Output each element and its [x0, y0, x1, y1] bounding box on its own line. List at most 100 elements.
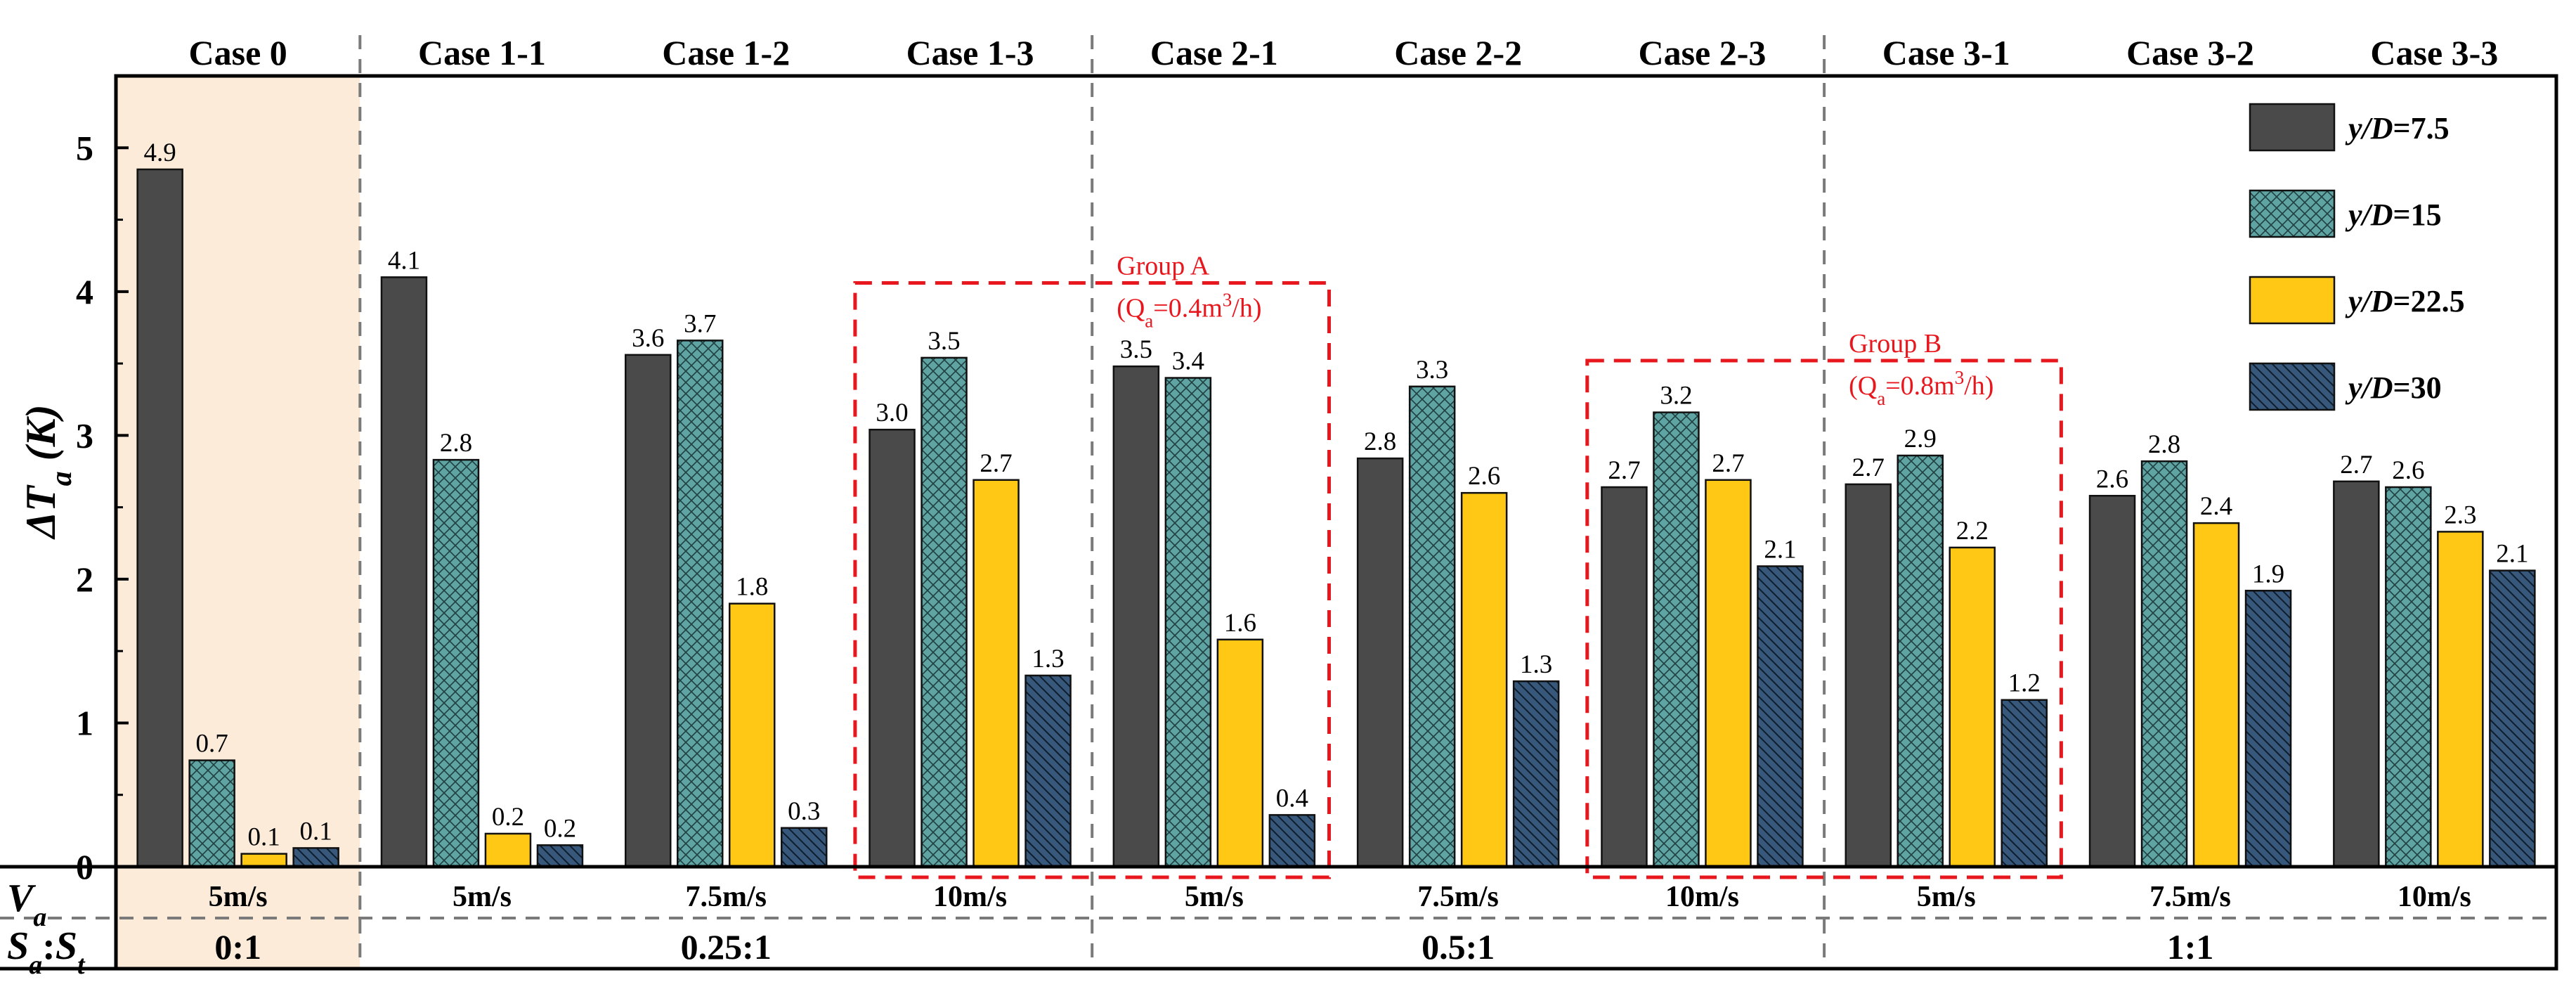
- bar-4-4: [1024, 674, 1072, 868]
- case-label: Case 3-2: [2126, 33, 2254, 72]
- case-label: Case 3-1: [1882, 33, 2010, 72]
- data-label: 1.2: [2008, 669, 2041, 698]
- bar-9-1: [2088, 495, 2136, 868]
- data-label: 0.1: [300, 817, 332, 846]
- data-label: 3.7: [684, 309, 716, 338]
- bar-9-2: [2140, 460, 2188, 868]
- legend-label: y/D=22.5: [2345, 284, 2465, 318]
- data-label: 2.4: [2200, 492, 2232, 521]
- data-label: 2.6: [2096, 465, 2128, 493]
- bar-7-2: [1653, 411, 1700, 868]
- va-value: 7.5m/s: [2149, 881, 2231, 913]
- bar-3-3: [729, 602, 776, 868]
- bar-10-3: [2437, 531, 2484, 868]
- case-label: Case 2-1: [1150, 33, 1278, 72]
- bar-4-3: [972, 479, 1020, 868]
- data-label: 4.9: [144, 138, 176, 167]
- bar-7-3: [1705, 479, 1752, 868]
- ratio-group-label: 0.25:1: [681, 927, 772, 967]
- data-label: 2.8: [1364, 427, 1396, 456]
- data-label: 2.7: [1608, 456, 1640, 485]
- case-label: Case 1-1: [418, 33, 546, 72]
- data-label: 1.8: [736, 573, 768, 602]
- data-label: 3.2: [1660, 382, 1692, 411]
- y-tick-label: 4: [76, 272, 93, 311]
- group-title: Group A: [1117, 252, 1210, 281]
- legend-swatch: [2249, 189, 2336, 238]
- data-label: 2.8: [440, 429, 472, 458]
- ratio-group-label: 0.5:1: [1422, 927, 1495, 967]
- y-axis-title: ΔTa (K): [18, 404, 78, 539]
- data-label: 0.2: [544, 814, 576, 843]
- data-label: 2.3: [2444, 500, 2476, 529]
- case-label: Case 2-3: [1638, 33, 1766, 72]
- bar-4-1: [869, 428, 916, 868]
- y-tick-label: 5: [76, 128, 93, 167]
- data-label: 2.7: [1852, 453, 1885, 482]
- bar-5-2: [1164, 377, 1212, 868]
- bar-2-3: [484, 832, 532, 868]
- y-tick-label: 0: [76, 847, 93, 886]
- legend: y/D=7.5 y/D=15 y/D=22.5 y/D=30: [2249, 103, 2465, 411]
- bar-2-2: [432, 458, 480, 868]
- data-label: 2.9: [1904, 425, 1937, 453]
- bar-2-4: [536, 844, 584, 868]
- y-tick-label: 1: [76, 703, 93, 742]
- data-label: 1.3: [1032, 645, 1064, 673]
- annotation-layer: [853, 281, 2063, 879]
- bar-1-2: [188, 759, 235, 868]
- legend-label: y/D=30: [2345, 370, 2442, 405]
- bar-4-2: [921, 356, 968, 868]
- va-value: 5m/s: [209, 881, 268, 913]
- data-label: 2.6: [2392, 456, 2424, 485]
- data-label: 1.3: [1520, 650, 1552, 679]
- va-value: 10m/s: [1665, 881, 1739, 913]
- separator-layer: [0, 35, 2556, 969]
- data-label: 0.1: [248, 823, 280, 852]
- bar-6-4: [1512, 680, 1560, 868]
- bar-3-1: [625, 354, 672, 868]
- va-row-title: Va: [7, 877, 46, 932]
- legend-swatch: [2249, 362, 2336, 411]
- bar-6-3: [1460, 491, 1508, 868]
- case-label: Case 3-3: [2370, 33, 2498, 72]
- plot-frame: [114, 74, 2558, 971]
- data-label: 2.6: [1468, 462, 1500, 491]
- bar-8-1: [1845, 483, 1892, 868]
- va-value: 10m/s: [933, 881, 1007, 913]
- va-value: 5m/s: [1185, 881, 1244, 913]
- y-tick-label: 2: [76, 560, 93, 599]
- va-value: 10m/s: [2398, 881, 2471, 913]
- bar-1-3: [240, 853, 287, 868]
- ratio-group-label: 1:1: [2167, 927, 2214, 967]
- legend-label: y/D=7.5: [2345, 111, 2450, 146]
- data-label: 3.5: [1120, 335, 1152, 364]
- data-label: 0.2: [492, 803, 524, 832]
- data-label: 0.7: [196, 730, 228, 758]
- data-label: 2.2: [1956, 517, 1989, 545]
- data-label: 2.7: [980, 449, 1012, 478]
- case-label: Case 1-2: [662, 33, 790, 72]
- bar-10-4: [2489, 569, 2536, 868]
- va-value: 5m/s: [453, 881, 512, 913]
- data-label: 2.1: [2496, 540, 2528, 569]
- ratio-row-title: Sa:St: [7, 924, 86, 980]
- data-label: 0.3: [788, 797, 820, 826]
- bar-6-1: [1356, 457, 1404, 868]
- va-value: 5m/s: [1917, 881, 1976, 913]
- bar-9-3: [2192, 522, 2240, 868]
- data-label: 2.1: [1764, 536, 1796, 564]
- data-label: 2.7: [2340, 451, 2372, 479]
- data-label: 0.4: [1276, 784, 1308, 813]
- text-layer: 4.9 4.1 3.6 3.0 3.5 2.8 2.7 2.7 2.6 2.7 0.7 2.8 3.7 3…: [7, 33, 2528, 980]
- bars-layer: [136, 168, 2536, 868]
- bar-8-3: [1949, 546, 1996, 868]
- bar-6-2: [1408, 385, 1456, 868]
- legend-swatch: [2249, 103, 2336, 152]
- data-label: 3.5: [928, 327, 960, 356]
- bar-7-4: [1757, 565, 1804, 868]
- data-label: 3.6: [632, 324, 664, 353]
- axes-layer: [0, 74, 2558, 971]
- bar-1-4: [292, 847, 339, 868]
- data-label: 2.7: [1712, 449, 1744, 478]
